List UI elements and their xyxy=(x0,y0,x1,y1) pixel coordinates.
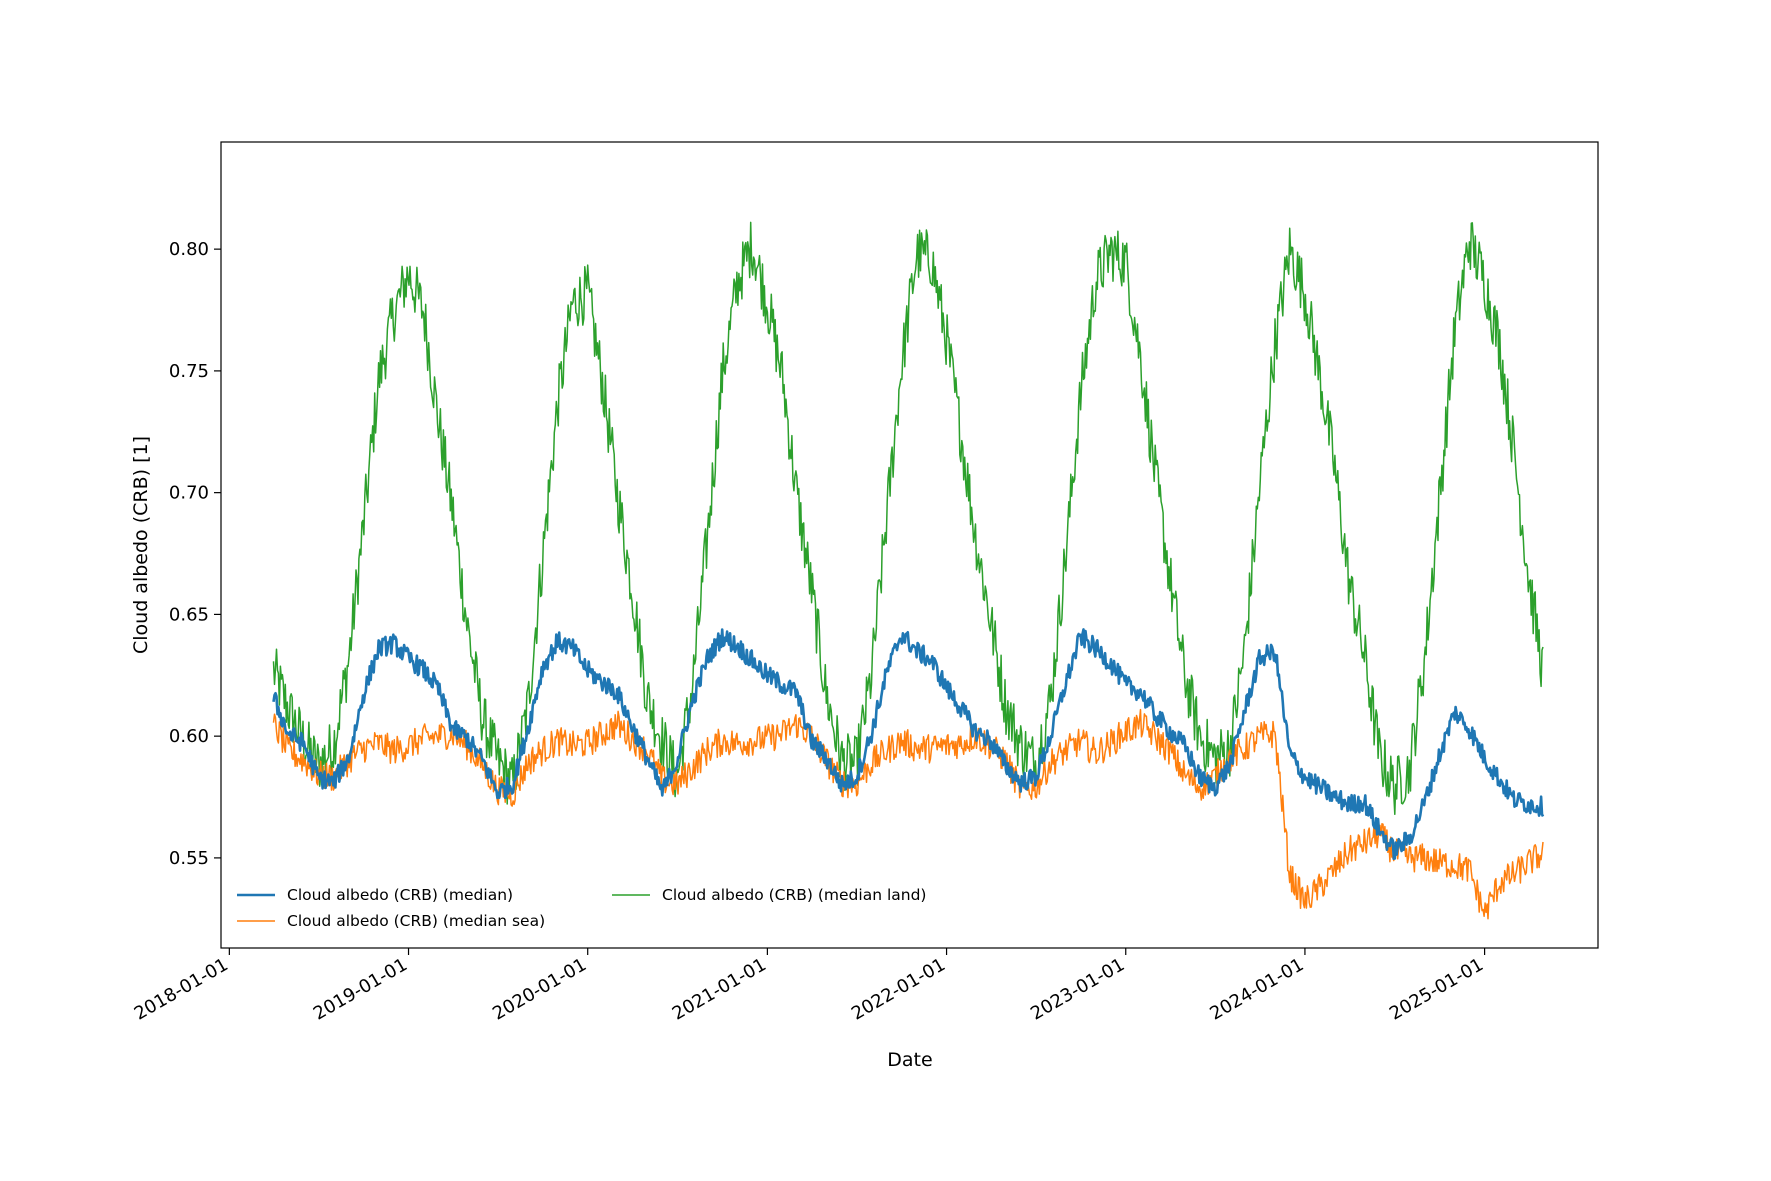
y-tick-label: 0.55 xyxy=(169,848,209,869)
y-axis: 0.55 0.60 0.65 0.70 0.75 0.80 xyxy=(169,239,221,869)
y-tick-label: 0.80 xyxy=(169,239,209,260)
legend-label-1: Cloud albedo (CRB) (median) xyxy=(287,886,513,904)
plot-frame xyxy=(220,141,1599,949)
y-tick-label: 0.60 xyxy=(169,726,209,747)
y-tick-label: 0.75 xyxy=(169,361,209,382)
y-tick-label: 0.70 xyxy=(169,483,209,504)
legend: Cloud albedo (CRB) (median) Cloud albedo … xyxy=(237,886,926,930)
series-line-3 xyxy=(272,221,1544,816)
legend-label-3: Cloud albedo (CRB) (median land) xyxy=(662,886,926,904)
series-layer xyxy=(272,221,1545,920)
legend-label-2: Cloud albedo (CRB) (median sea) xyxy=(287,912,545,930)
y-axis-label: Cloud albedo (CRB) [1] xyxy=(130,436,152,654)
y-tick-label: 0.65 xyxy=(169,604,209,625)
x-axis-label: Date xyxy=(887,1049,932,1071)
series-line-1 xyxy=(272,628,1545,861)
